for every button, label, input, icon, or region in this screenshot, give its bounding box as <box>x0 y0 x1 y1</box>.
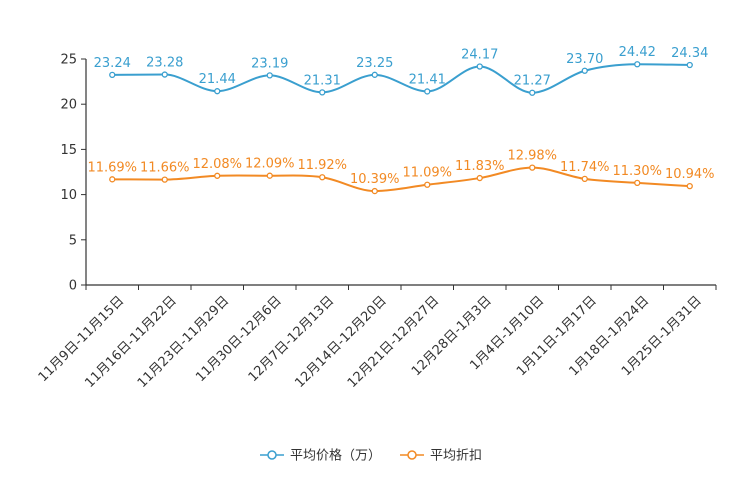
data-labels: 23.24 23.28 21.44 23.19 21.31 23.25 21.41 24.17… <box>87 45 714 187</box>
data-label: 24.34 <box>671 46 708 61</box>
data-point[interactable] <box>581 175 588 183</box>
y-tick-label: 0 <box>69 279 77 294</box>
y-tick-label: 20 <box>60 98 77 113</box>
legend[interactable]: 平均价格（万） 平均折扣 <box>260 448 482 464</box>
series-layer <box>109 61 693 195</box>
data-point[interactable] <box>319 174 326 181</box>
data-point[interactable] <box>581 67 588 74</box>
data-point[interactable] <box>266 172 273 179</box>
data-label: 10.39% <box>350 172 400 187</box>
data-label: 24.42 <box>619 45 656 60</box>
data-label: 23.70 <box>566 52 603 67</box>
data-label: 11.74% <box>560 160 610 175</box>
data-point[interactable] <box>634 179 641 186</box>
data-label: 23.24 <box>94 56 131 71</box>
data-point[interactable] <box>529 89 536 96</box>
data-point[interactable] <box>476 174 483 182</box>
y-tick-label: 15 <box>60 143 77 158</box>
data-point[interactable] <box>371 187 378 195</box>
data-point[interactable] <box>476 63 483 70</box>
data-label: 21.41 <box>409 72 446 87</box>
data-point[interactable] <box>214 88 221 95</box>
data-label: 24.17 <box>461 48 498 63</box>
x-tick-label: 11月23日-11月29日 <box>135 293 232 390</box>
legend-marker <box>267 450 277 460</box>
data-label: 23.28 <box>146 56 183 71</box>
data-point[interactable] <box>686 182 693 190</box>
data-point[interactable] <box>161 176 168 183</box>
data-point[interactable] <box>424 88 431 95</box>
data-point[interactable] <box>686 61 693 69</box>
legend-marker <box>407 450 417 460</box>
data-point[interactable] <box>109 71 116 79</box>
data-label: 21.27 <box>514 74 551 89</box>
series-line-1 <box>112 166 690 193</box>
y-tick-label: 25 <box>60 53 77 68</box>
data-label: 11.09% <box>402 166 452 181</box>
data-point[interactable] <box>634 61 641 68</box>
data-label: 11.30% <box>612 164 662 179</box>
x-tick-label: 11月16日-11月22日 <box>82 293 179 390</box>
data-point[interactable] <box>266 72 273 79</box>
x-tick-label: 11月9日-11月15日 <box>36 293 128 385</box>
data-label: 21.31 <box>304 73 341 88</box>
data-label: 12.09% <box>245 157 295 172</box>
data-point[interactable] <box>424 181 431 188</box>
data-point[interactable] <box>319 89 326 96</box>
data-label: 23.25 <box>356 56 393 71</box>
legend-item-1[interactable]: 平均折扣 <box>400 449 482 464</box>
data-label: 12.98% <box>507 149 557 164</box>
data-point[interactable] <box>529 164 536 171</box>
x-tick-label: 12月14日-12月20日 <box>292 293 389 390</box>
data-label: 21.44 <box>199 72 236 87</box>
y-tick-label: 10 <box>60 188 77 203</box>
data-label: 12.08% <box>192 157 242 172</box>
axes: 0 5 10 15 20 25 11月9日-11月15日11月16日-11月22日11月23… <box>36 53 717 391</box>
legend-label: 平均价格（万） <box>290 448 381 464</box>
y-tick-label: 5 <box>69 233 77 248</box>
legend-item-0[interactable]: 平均价格（万） <box>260 448 381 464</box>
data-label: 11.83% <box>455 159 505 174</box>
data-point[interactable] <box>371 71 378 78</box>
data-label: 10.94% <box>665 167 715 182</box>
data-label: 11.92% <box>297 158 347 173</box>
data-label: 23.19 <box>251 56 288 71</box>
data-point[interactable] <box>161 71 168 78</box>
data-label: 11.69% <box>87 160 137 175</box>
data-point[interactable] <box>214 172 221 179</box>
x-tick-label: 12月21日-12月27日 <box>345 293 442 390</box>
data-label: 11.66% <box>140 161 190 176</box>
legend-label: 平均折扣 <box>430 449 482 464</box>
data-point[interactable] <box>109 176 116 183</box>
